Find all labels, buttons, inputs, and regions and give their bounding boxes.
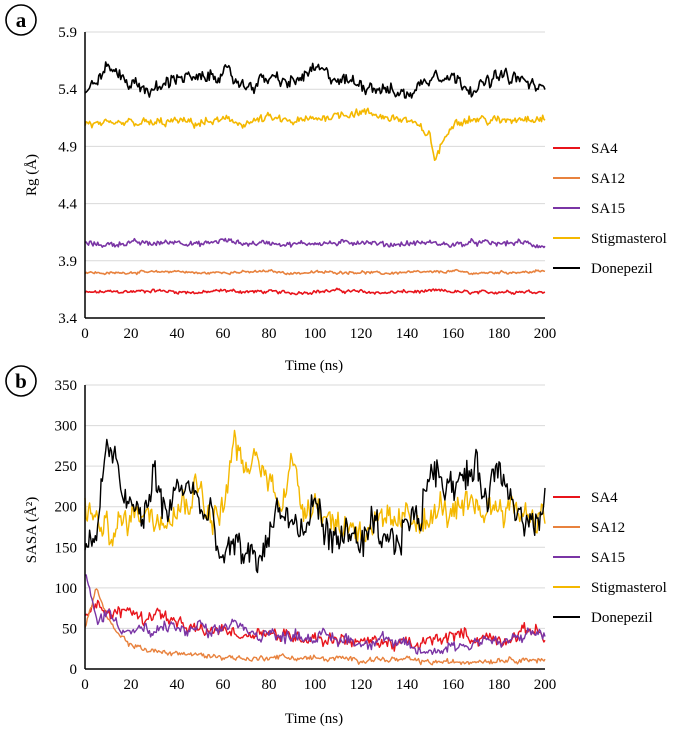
x-tick-label-b: 80 bbox=[262, 677, 277, 693]
y-tick-label-b: 100 bbox=[55, 581, 78, 597]
y-axis-label-a: Rg (Å) bbox=[24, 154, 40, 196]
panel-a: a 5.9 5.4 4.9 4.4 3.9 3.4 0 20 40 60 80 100 120 140 1… bbox=[5, 4, 667, 374]
x-axis-label-a: Time (ns) bbox=[285, 358, 343, 374]
x-tick-label-b: 0 bbox=[81, 677, 89, 693]
series-line-sa4-a bbox=[84, 287, 546, 296]
series-line-donepezil-b bbox=[84, 438, 546, 574]
x-tick-label-a: 140 bbox=[396, 326, 419, 342]
y-tick-label-a: 4.4 bbox=[58, 197, 77, 213]
series-line-donepezil-a bbox=[84, 61, 546, 99]
x-tick-label-a: 100 bbox=[304, 326, 327, 342]
y-tick-label-b: 200 bbox=[55, 500, 78, 516]
y-tick-label-b: 150 bbox=[55, 540, 78, 556]
x-tick-label-b: 60 bbox=[216, 677, 231, 693]
series-line-stigmasterol-b bbox=[84, 429, 546, 547]
x-tick-label-a: 200 bbox=[534, 326, 557, 342]
x-tick-label-b: 100 bbox=[304, 677, 327, 693]
y-tick-label-a: 4.9 bbox=[58, 139, 77, 155]
y-tick-label-b: 300 bbox=[55, 419, 78, 435]
x-tick-label-b: 180 bbox=[488, 677, 511, 693]
x-tick-label-a: 120 bbox=[350, 326, 373, 342]
series-line-sa15-b bbox=[84, 574, 546, 655]
x-tick-label-b: 120 bbox=[350, 677, 373, 693]
x-tick-label-b: 40 bbox=[170, 677, 185, 693]
x-axis-label-b: Time (ns) bbox=[285, 711, 343, 727]
y-axis-label-b: SASA (Å²) bbox=[24, 497, 40, 564]
x-tick-label-b: 200 bbox=[534, 677, 557, 693]
panel-b-letter-circle bbox=[5, 365, 37, 397]
series-line-sa12-a bbox=[84, 268, 546, 276]
x-tick-label-a: 160 bbox=[442, 326, 465, 342]
x-tick-label-a: 60 bbox=[216, 326, 231, 342]
x-tick-label-a: 20 bbox=[124, 326, 139, 342]
legend-label-sa15-a: SA15 bbox=[591, 201, 625, 217]
legend-label-sa4-b: SA4 bbox=[591, 490, 618, 506]
x-tick-label-a: 40 bbox=[170, 326, 185, 342]
panel-a-letter-circle bbox=[5, 4, 37, 36]
series-line-stigmasterol-a bbox=[84, 107, 546, 161]
y-tick-label-b: 50 bbox=[62, 621, 77, 637]
y-tick-label-a: 3.9 bbox=[58, 254, 77, 270]
y-tick-label-b: 0 bbox=[70, 662, 78, 678]
legend-label-sa12-b: SA12 bbox=[591, 520, 625, 536]
x-tick-label-b: 160 bbox=[442, 677, 465, 693]
x-tick-label-a: 0 bbox=[81, 326, 89, 342]
y-tick-label-b: 350 bbox=[55, 378, 78, 394]
panel-a-letter: a bbox=[16, 8, 27, 32]
x-tick-label-b: 140 bbox=[396, 677, 419, 693]
panel-b-letter: b bbox=[15, 369, 27, 393]
legend-label-sa4-a: SA4 bbox=[591, 141, 618, 157]
series-line-sa4-b bbox=[84, 599, 546, 652]
legend-label-donepezil-b: Donepezil bbox=[591, 610, 653, 626]
series-line-sa15-a bbox=[84, 237, 546, 249]
series-line-sa12-b bbox=[84, 588, 546, 666]
panel-b: b 350 300 250 200 150 100 50 0 0 20 40 60 80 100 120 1… bbox=[5, 365, 667, 727]
y-tick-label-a: 3.4 bbox=[58, 311, 77, 327]
y-tick-label-b: 250 bbox=[55, 459, 78, 475]
x-tick-label-a: 80 bbox=[262, 326, 277, 342]
legend-label-sa15-b: SA15 bbox=[591, 550, 625, 566]
legend-label-stigmasterol-a: Stigmasterol bbox=[591, 231, 667, 247]
y-tick-label-a: 5.4 bbox=[58, 82, 77, 98]
x-tick-label-a: 180 bbox=[488, 326, 511, 342]
y-tick-label-a: 5.9 bbox=[58, 25, 77, 41]
legend-label-sa12-a: SA12 bbox=[591, 171, 625, 187]
x-tick-label-b: 20 bbox=[124, 677, 139, 693]
legend-label-stigmasterol-b: Stigmasterol bbox=[591, 580, 667, 596]
legend-label-donepezil-a: Donepezil bbox=[591, 261, 653, 277]
